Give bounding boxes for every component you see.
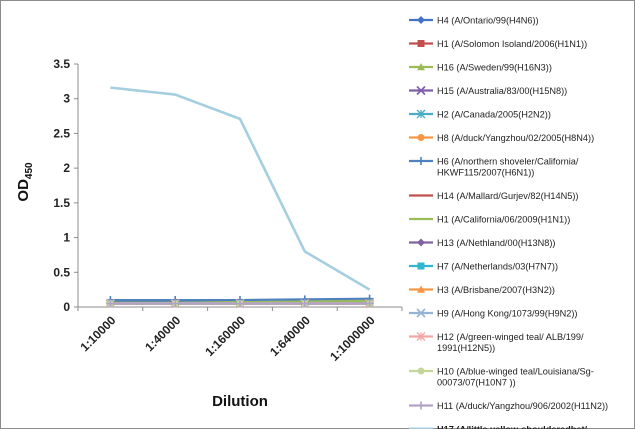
legend-label: H2 (A/Canada/2005(H2N2)) [437,110,551,120]
legend-label: H4 (A/Ontario/99(H4N6)) [437,16,539,26]
legend-label: H11 (A/duck/Yangzhou/906/2002(H11N2)) [437,401,608,411]
y-tick-label: 2 [63,161,70,175]
data-point [365,299,374,308]
legend-marker [417,134,425,141]
legend-marker [417,401,425,410]
data-point [171,299,180,308]
y-axis-title: OD450 [15,162,35,202]
data-point [300,299,309,308]
x-tick-labels: 1:10000 1:40000 1:160000 1:640000 1:1000000 [77,313,377,364]
x-tick-label: 1:160000 [202,313,248,359]
legend-marker [417,218,425,220]
legend-label: H16 (A/Sweden/99(H16N3)) [437,63,552,73]
legend-label: H8 (A/duck/Yangzhou/02/2005(H8N4)) [437,133,594,143]
data-point [106,299,115,308]
legend-marker [417,63,425,71]
y-tick-labels: 0 0.5 1 1.5 2 2.5 3 3.5 [53,57,70,314]
y-tick-label: 3.5 [53,57,70,71]
legend-marker [417,367,425,375]
axes [74,63,403,311]
x-tick-label: 1:40000 [142,313,183,354]
legend-item-2: H1 (A/Solomon Isoland/2006(H1N1)) [409,39,587,49]
legend-label: H1 (A/California/06/2009(H1N1)) [437,215,570,225]
legend-marker [416,109,426,119]
legend-item-4: H15 (A/Australia/83/00(H15N8)) [409,85,567,96]
legend-item-8: H14 (A/Mallard/Gurjev/82(H14N5)) [409,191,578,201]
legend-label: H12 (A/green-winged teal/ ALB/199/1991(H… [437,332,584,353]
legend-label: H10 (A/blue-winged teal/Louisiana/Sg-000… [437,367,594,388]
legend-item-9: H1 (A/California/06/2009(H1N1)) [409,215,570,225]
legend-marker [417,285,425,293]
legend-marker [417,238,425,247]
legend-marker [416,308,426,318]
x-axis-title: Dilution [212,393,268,410]
legend-label: H9 (A/Hong Kong/1073/99(H9N2)) [437,309,577,319]
y-tick-label: 0 [63,300,70,314]
y-tick-label: 0.5 [53,265,70,279]
legend-marker [417,262,425,270]
series-line-17 [110,86,371,291]
x-tick-label: 1:640000 [267,313,313,359]
legend-label: H17 (A/little yellow-shoulderedbat/Guate… [437,425,588,429]
legend-item-11: H7 (A/Netherlands/03(H7N7)) [409,262,558,272]
legend-marker [416,332,426,341]
legend-marker [417,40,425,47]
legend-label: H1 (A/Solomon Isoland/2006(H1N1)) [437,39,587,49]
y-tick-label: 2.5 [53,126,70,140]
legend-item-17: H17 (A/little yellow-shoulderedbat/Guate… [409,425,588,429]
legend-item-6: H8 (A/duck/Yangzhou/02/2005(H8N4)) [409,133,594,143]
legend-item-15: H10 (A/blue-winged teal/Louisiana/Sg-000… [409,367,594,388]
legend: H4 (A/Ontario/99(H4N6)) H1 (A/Solomon Iso… [409,16,608,429]
legend-label: H14 (A/Mallard/Gurjev/82(H14N5)) [437,191,578,201]
legend-item-12: H3 (A/Brisbane/2007(H3N2)) [409,285,555,295]
y-tick-label: 1.5 [53,196,70,210]
y-tick-label: 1 [63,231,70,245]
legend-item-13: H9 (A/Hong Kong/1073/99(H9N2)) [409,308,577,319]
legend-item-14: H12 (A/green-winged teal/ ALB/199/1991(H… [409,332,584,353]
x-tick-label: 1:1000000 [327,313,378,364]
series-lines [110,86,371,305]
legend-marker [417,16,425,24]
legend-item-5: H2 (A/Canada/2005(H2N2)) [409,110,551,120]
legend-item-10: H13 (A/Nethland/00(H13N8)) [409,238,555,248]
legend-label: H6 (A/northern shoveler/California/HKWF1… [437,157,579,178]
legend-marker [417,194,425,197]
legend-marker [417,157,425,165]
legend-label: H3 (A/Brisbane/2007(H3N2)) [437,285,555,295]
legend-label: H7 (A/Netherlands/03(H7N7)) [437,262,558,272]
legend-item-3: H16 (A/Sweden/99(H16N3)) [409,63,552,73]
series-markers [105,294,375,309]
legend-label: H13 (A/Nethland/00(H13N8)) [437,238,555,248]
legend-item-16: H11 (A/duck/Yangzhou/906/2002(H11N2)) [409,401,608,411]
legend-item-1: H4 (A/Ontario/99(H4N6)) [409,16,539,26]
y-tick-label: 3 [63,92,70,106]
data-point [236,299,244,308]
legend-item-7: H6 (A/northern shoveler/California/HKWF1… [409,157,579,178]
legend-label: H15 (A/Australia/83/00(H15N8)) [437,86,567,96]
legend-marker [416,85,426,96]
x-tick-label: 1:10000 [77,313,118,354]
